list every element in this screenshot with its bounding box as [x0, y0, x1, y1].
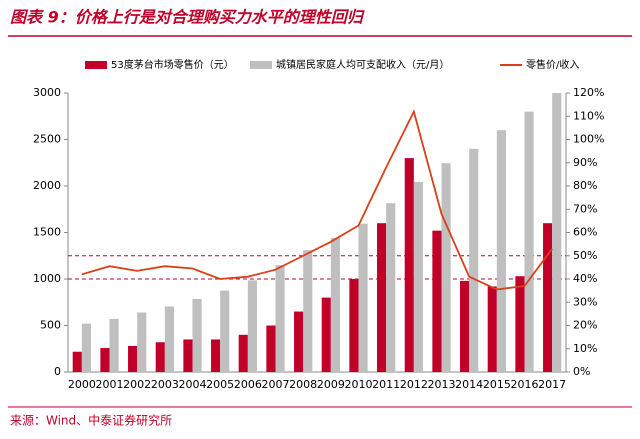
bar	[404, 158, 414, 372]
x-tick-label: 2014	[455, 378, 483, 391]
y-tick-label: 2000	[33, 179, 61, 192]
x-tick-label: 2012	[400, 378, 428, 391]
bar	[386, 203, 396, 372]
y2-tick-label: 110%	[573, 109, 604, 122]
bar	[81, 323, 91, 372]
y-tick-label: 500	[40, 319, 61, 332]
bar	[543, 223, 553, 372]
y2-tick-label: 30%	[573, 295, 597, 308]
y-tick-label: 1000	[33, 272, 61, 285]
bar	[441, 163, 451, 372]
x-tick-label: 2016	[511, 378, 539, 391]
bar	[515, 276, 525, 372]
y2-tick-label: 0%	[573, 365, 590, 378]
bar	[109, 318, 119, 372]
y2-tick-label: 20%	[573, 319, 597, 332]
y-tick-label: 1500	[33, 226, 61, 239]
x-tick-label: 2008	[289, 378, 317, 391]
x-tick-label: 2003	[151, 378, 179, 391]
legend-label: 零售价/收入	[526, 58, 579, 71]
chart-title: 图表 9：价格上行是对合理购买力水平的理性回归	[10, 8, 365, 27]
bar	[164, 306, 174, 372]
bar	[275, 265, 285, 372]
bar	[247, 280, 257, 372]
bar	[72, 351, 82, 372]
x-tick-label: 2007	[262, 378, 290, 391]
bar	[413, 181, 423, 372]
bar	[183, 339, 193, 372]
bar	[128, 345, 138, 372]
bar	[377, 223, 387, 372]
x-tick-label: 2006	[234, 378, 262, 391]
bar	[303, 250, 313, 372]
bar	[552, 93, 562, 372]
x-tick-label: 2013	[428, 378, 456, 391]
bar	[487, 286, 497, 372]
bar	[100, 348, 110, 372]
x-tick-label: 2000	[68, 378, 96, 391]
x-tick-label: 2005	[206, 378, 234, 391]
y2-tick-label: 50%	[573, 249, 597, 262]
bar	[460, 280, 470, 372]
y2-tick-label: 40%	[573, 272, 597, 285]
y2-tick-label: 90%	[573, 156, 597, 169]
bar	[469, 148, 479, 372]
bar	[220, 290, 230, 372]
legend-swatch	[85, 61, 107, 69]
bar	[211, 339, 221, 372]
y2-tick-label: 100%	[573, 133, 604, 146]
bar	[321, 297, 331, 372]
x-tick-label: 2009	[317, 378, 345, 391]
y2-tick-label: 120%	[573, 86, 604, 99]
x-tick-label: 2010	[345, 378, 373, 391]
source: 来源：Wind、中泰证券研究所	[10, 413, 172, 428]
bar	[238, 334, 248, 372]
bar	[432, 230, 442, 372]
legend-swatch	[250, 61, 272, 69]
bar	[266, 325, 276, 372]
y2-tick-label: 80%	[573, 179, 597, 192]
x-tick-label: 2015	[483, 378, 511, 391]
bar	[137, 312, 147, 372]
y-tick-label: 0	[54, 365, 61, 378]
y-tick-label: 2500	[33, 133, 61, 146]
bar	[349, 279, 359, 372]
y2-tick-label: 10%	[573, 342, 597, 355]
x-tick-label: 2001	[96, 378, 124, 391]
x-tick-label: 2017	[538, 378, 566, 391]
x-tick-label: 2004	[179, 378, 207, 391]
bar	[524, 111, 534, 372]
bar	[330, 238, 340, 372]
x-tick-label: 2002	[123, 378, 151, 391]
y2-tick-label: 60%	[573, 226, 597, 239]
y2-tick-label: 70%	[573, 202, 597, 215]
bar	[294, 311, 304, 372]
bar	[496, 130, 506, 372]
x-tick-label: 2011	[372, 378, 400, 391]
bar	[358, 223, 368, 372]
legend-label: 城镇居民家庭人均可支配收入（元/月）	[276, 58, 449, 71]
y-tick-label: 3000	[33, 86, 61, 99]
legend-label: 53度茅台市场零售价（元）	[111, 58, 234, 71]
bar	[155, 342, 165, 372]
line	[81, 109, 553, 291]
bar	[192, 298, 202, 372]
